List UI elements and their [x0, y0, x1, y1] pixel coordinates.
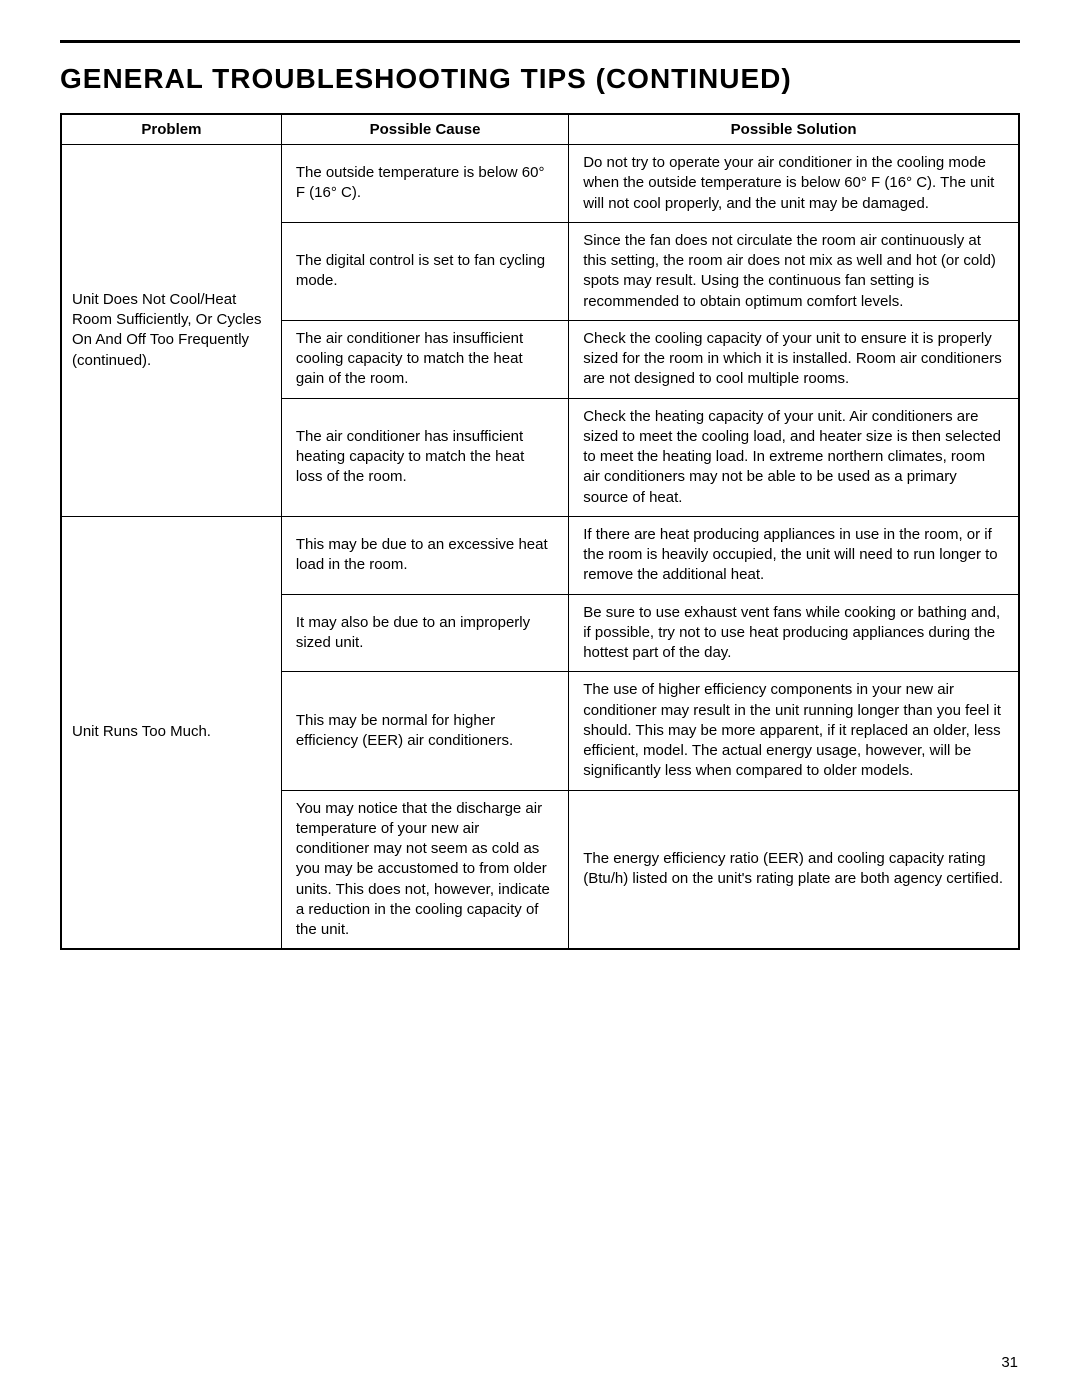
table-row: Unit Runs Too Much. This may be due to a…	[61, 516, 1019, 594]
cause-cell: This may be due to an excessive heat loa…	[281, 516, 568, 594]
solution-cell: Be sure to use exhaust vent fans while c…	[569, 594, 1019, 672]
cause-cell: The air conditioner has insufficient hea…	[281, 398, 568, 516]
cause-cell: The outside temperature is below 60° F (…	[281, 145, 568, 223]
header-solution: Possible Solution	[569, 114, 1019, 145]
cause-cell: It may also be due to an improperly size…	[281, 594, 568, 672]
page-number: 31	[1001, 1354, 1018, 1371]
page-title: General Troubleshooting Tips (Continued)	[60, 63, 1020, 95]
top-rule	[60, 40, 1020, 43]
solution-cell: The energy efficiency ratio (EER) and co…	[569, 790, 1019, 949]
table-row: Unit Does Not Cool/Heat Room Sufficientl…	[61, 145, 1019, 223]
cause-cell: The air conditioner has insufficient coo…	[281, 320, 568, 398]
solution-cell: If there are heat producing appliances i…	[569, 516, 1019, 594]
solution-cell: Do not try to operate your air condition…	[569, 145, 1019, 223]
troubleshooting-table: Problem Possible Cause Possible Solution…	[60, 113, 1020, 950]
cause-cell: You may notice that the discharge air te…	[281, 790, 568, 949]
problem-cell: Unit Does Not Cool/Heat Room Sufficientl…	[61, 145, 281, 517]
header-cause: Possible Cause	[281, 114, 568, 145]
header-problem: Problem	[61, 114, 281, 145]
problem-cell: Unit Runs Too Much.	[61, 516, 281, 949]
table-header-row: Problem Possible Cause Possible Solution	[61, 114, 1019, 145]
solution-cell: The use of higher efficiency components …	[569, 672, 1019, 790]
solution-cell: Check the heating capacity of your unit.…	[569, 398, 1019, 516]
solution-cell: Since the fan does not circulate the roo…	[569, 222, 1019, 320]
solution-cell: Check the cooling capacity of your unit …	[569, 320, 1019, 398]
cause-cell: This may be normal for higher efficiency…	[281, 672, 568, 790]
cause-cell: The digital control is set to fan cyclin…	[281, 222, 568, 320]
